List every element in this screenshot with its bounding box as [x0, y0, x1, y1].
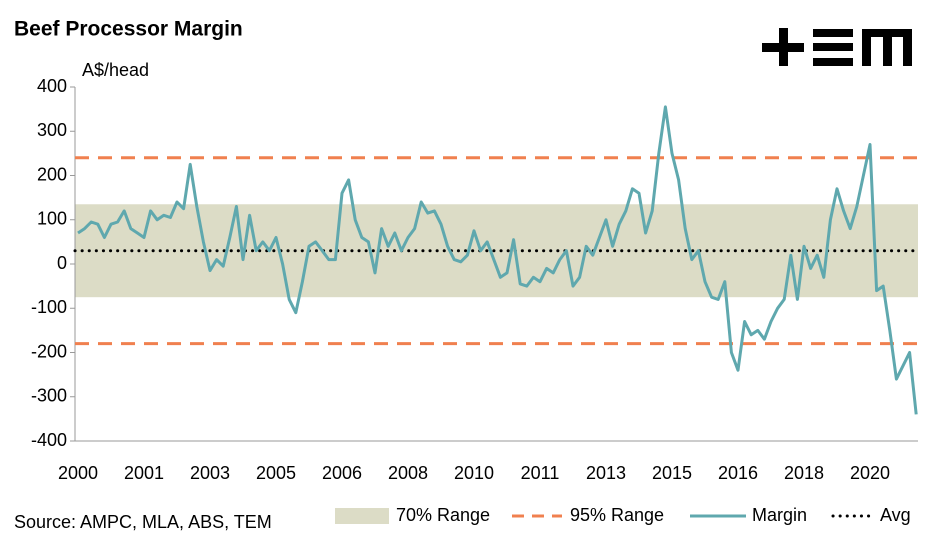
y-tick-label: -300: [31, 386, 67, 406]
y-tick-label: 300: [37, 120, 67, 140]
x-tick-label: 2015: [652, 463, 692, 483]
x-tick-label: 2018: [784, 463, 824, 483]
x-tick-label: 2001: [124, 463, 164, 483]
y-tick-label: 0: [57, 253, 67, 273]
margin-line: [77, 105, 918, 415]
chart-title: Beef Processor Margin: [14, 18, 243, 41]
legend-label: 70% Range: [396, 505, 490, 525]
x-tick-label: 2016: [718, 463, 758, 483]
y-tick-label: 100: [37, 209, 67, 229]
y-tick-label: 200: [37, 164, 67, 184]
x-tick-label: 2008: [388, 463, 428, 483]
x-tick-label: 2005: [256, 463, 296, 483]
y-tick-label: 400: [37, 76, 67, 96]
x-tick-label: 2020: [850, 463, 890, 483]
x-tick-label: 2011: [521, 463, 560, 483]
logo: [762, 28, 912, 66]
x-tick-label: 2000: [58, 463, 98, 483]
x-tick-label: 2013: [586, 463, 626, 483]
y-tick-label: -400: [31, 430, 67, 450]
y-axis-label: A$/head: [82, 60, 149, 80]
source: Source: AMPC, MLA, ABS, TEM: [14, 512, 272, 532]
x-tick-label: 2003: [190, 463, 230, 483]
legend-label: 95% Range: [570, 505, 664, 525]
y-tick-label: -200: [31, 341, 67, 361]
x-tick-label: 2006: [322, 463, 362, 483]
legend-swatch: [335, 508, 389, 524]
legend-label: Avg: [880, 505, 911, 525]
legend-label: Margin: [752, 505, 807, 525]
x-tick-label: 2010: [454, 463, 494, 483]
y-tick-label: -100: [31, 297, 67, 317]
